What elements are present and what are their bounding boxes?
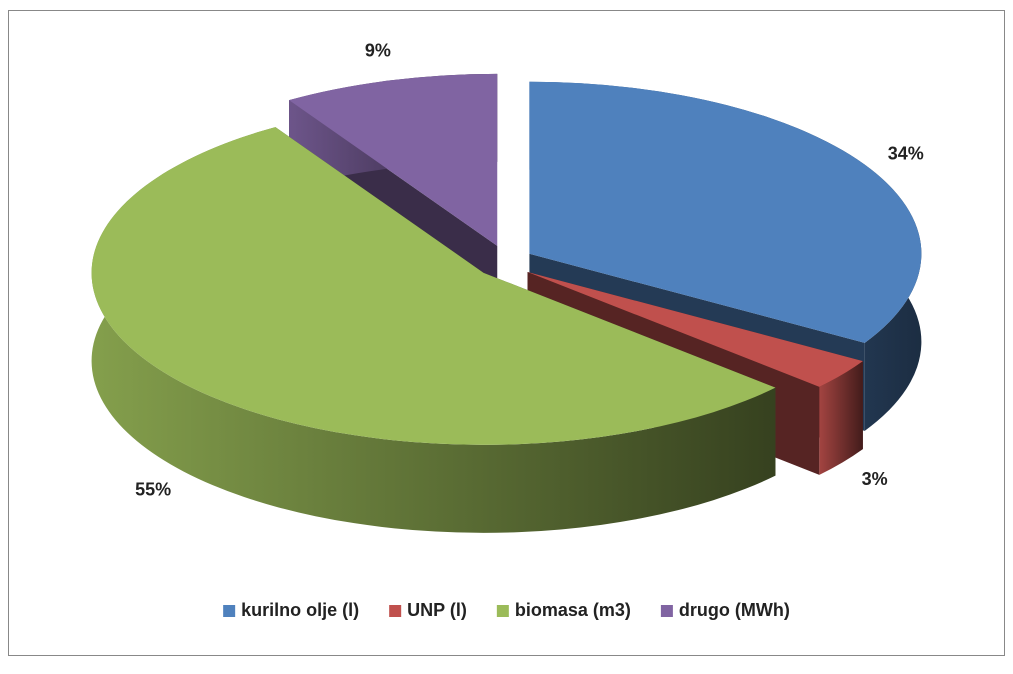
legend-swatch xyxy=(223,605,236,617)
legend-label: kurilno olje (l) xyxy=(241,600,359,620)
slice xyxy=(289,73,498,246)
data-label: 55% xyxy=(135,480,171,500)
slice xyxy=(91,127,776,445)
slice xyxy=(529,81,922,343)
slice-side xyxy=(819,361,863,475)
legend-swatch xyxy=(496,605,509,617)
slice-side xyxy=(91,127,776,533)
legend-label: biomasa (m3) xyxy=(515,600,631,620)
legend-swatch xyxy=(389,605,402,617)
data-label: 3% xyxy=(862,469,888,489)
legend-label: drugo (MWh) xyxy=(679,600,790,620)
slice xyxy=(527,272,863,387)
legend-label: UNP (l) xyxy=(407,600,467,620)
legend-swatch xyxy=(660,605,673,617)
data-label: 9% xyxy=(365,40,391,60)
data-label: 34% xyxy=(888,143,924,163)
